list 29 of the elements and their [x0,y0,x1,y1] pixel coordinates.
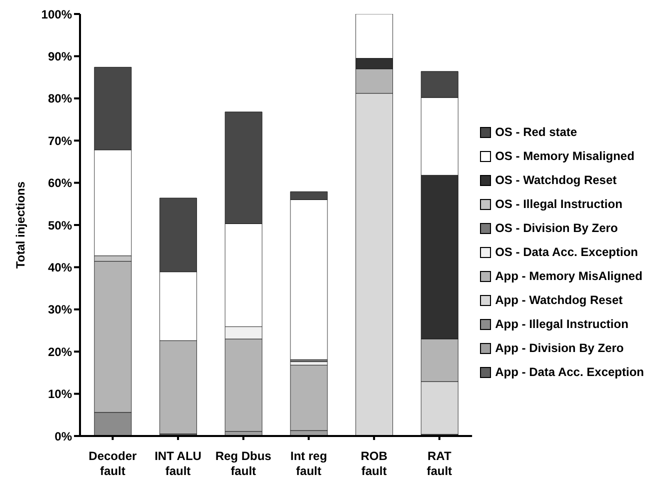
legend-label: OS - Illegal Instruction [495,197,622,211]
y-tick-label: 90% [48,49,72,64]
y-tick-label: 80% [48,92,72,106]
y-tick-label: 60% [48,176,72,190]
y-tick-label: 100% [41,7,72,22]
x-tick-label: INT ALU fault [154,449,202,478]
y-tick-label: 50% [48,218,72,232]
x-tick-label: RAT fault [426,449,452,478]
y-axis-title: Total injections [13,181,28,269]
legend-label: App - Division By Zero [495,341,624,355]
legend-label: OS - Watchdog Reset [495,173,617,187]
legend-label: OS - Data Acc. Exception [495,245,638,259]
legend-label: OS - Red state [495,125,578,139]
x-tick-label: Int reg fault [290,449,328,478]
legend-label: App - Data Acc. Exception [495,365,644,379]
x-tick-label: Decoder fault [88,449,138,478]
y-tick-label: 20% [48,344,72,359]
legend-label: OS - Division By Zero [495,221,618,235]
legend-label: App - Illegal Instruction [495,317,628,331]
x-tick-label: ROB fault [360,449,388,478]
x-tick-label: Reg Dbus fault [215,449,272,478]
y-tick-label: 30% [48,302,72,317]
legend-label: OS - Memory Misaligned [495,149,634,163]
legend-label: App - Memory MisAligned [495,269,642,283]
y-tick-label: 10% [48,387,72,402]
y-tick-label: 40% [48,260,72,274]
y-tick-label: 70% [48,134,72,148]
y-tick-label: 0% [54,429,72,444]
legend-label: App - Watchdog Reset [495,293,623,307]
